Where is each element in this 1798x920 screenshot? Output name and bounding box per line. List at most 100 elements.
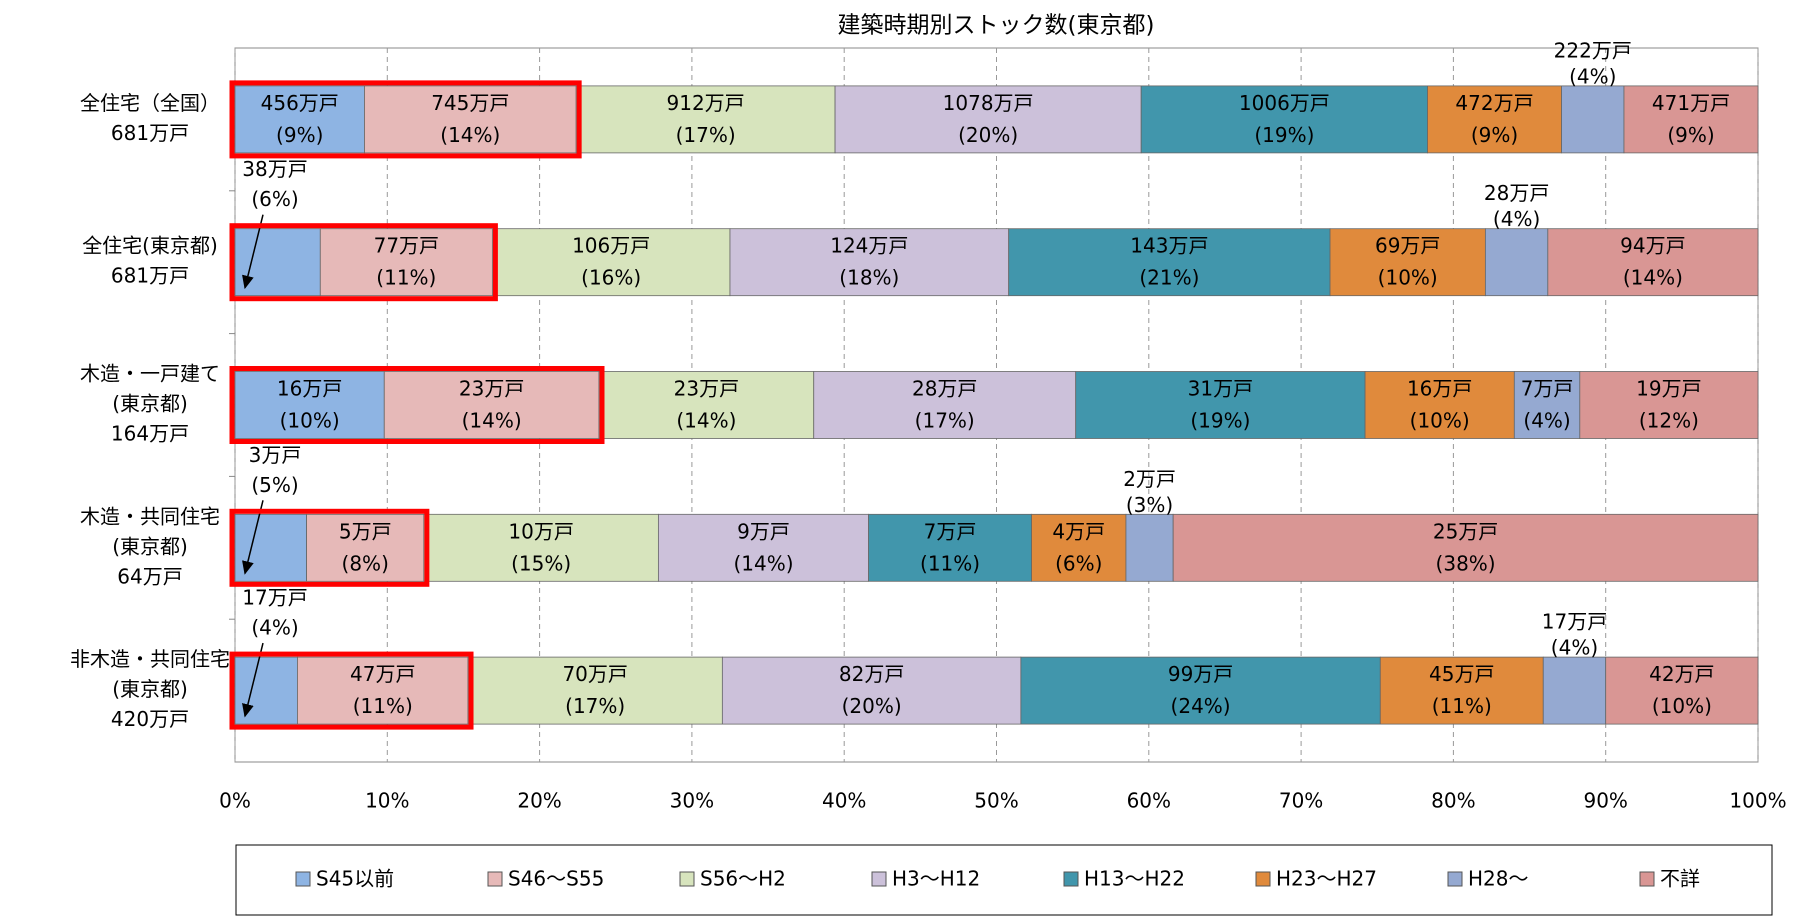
bar-segment — [1542, 656, 1607, 725]
count-label: 31万戸 — [1188, 377, 1253, 401]
count-label: 106万戸 — [572, 234, 650, 258]
bar-segment — [383, 371, 600, 439]
bar-segment — [1140, 85, 1428, 154]
value-label: (3%) — [1126, 493, 1173, 517]
count-label: 99万戸 — [1168, 662, 1233, 686]
bar-segment — [1075, 371, 1366, 439]
bar-segment — [575, 85, 836, 154]
bar-segment — [721, 656, 1022, 725]
legend-label: S46～S55 — [508, 867, 604, 891]
y-tick-label: 164万戸 — [111, 422, 189, 446]
value-label: (17%) — [676, 123, 736, 147]
value-label: (4%) — [1523, 409, 1570, 433]
bar-segment — [319, 228, 493, 297]
x-tick-label: 80% — [1431, 789, 1475, 813]
bar-segment — [834, 85, 1142, 154]
bar-segment — [364, 85, 577, 154]
highlight-box — [229, 223, 498, 302]
legend-label: H13～H22 — [1084, 867, 1185, 891]
value-label: (15%) — [511, 551, 571, 575]
value-label: (9%) — [1667, 123, 1714, 147]
value-label: (21%) — [1139, 266, 1199, 290]
value-label: (19%) — [1190, 409, 1250, 433]
x-tick-label: 20% — [517, 789, 561, 813]
count-label: 23万戸 — [674, 377, 739, 401]
count-label: 471万戸 — [1652, 91, 1730, 115]
count-label: 94万戸 — [1620, 234, 1685, 258]
count-label: 124万戸 — [830, 234, 908, 258]
value-label: (14%) — [733, 551, 793, 575]
highlight-box — [229, 651, 474, 730]
value-label: (11%) — [1432, 694, 1492, 718]
value-label: (4%) — [1493, 207, 1540, 231]
legend-label: S45以前 — [316, 867, 394, 891]
bar-segment — [1008, 228, 1331, 297]
count-label: 25万戸 — [1433, 519, 1498, 543]
bar-segment — [234, 228, 321, 297]
bar-segment — [1427, 85, 1562, 154]
bar-segment — [813, 371, 1077, 439]
value-label: (4%) — [1551, 636, 1598, 660]
value-label: (11%) — [920, 551, 980, 575]
count-label: 17万戸 — [242, 586, 307, 610]
legend-swatch — [1639, 871, 1655, 887]
bar-segment — [1513, 371, 1581, 439]
bar-segment — [1031, 513, 1127, 582]
y-tick-label: (東京都) — [112, 677, 188, 701]
value-label: (5%) — [251, 473, 298, 497]
count-label: 16万戸 — [1407, 377, 1472, 401]
legend-swatch — [1063, 871, 1079, 887]
value-label: (4%) — [1569, 64, 1616, 88]
value-label: (14%) — [1623, 266, 1683, 290]
legend-box — [235, 844, 1773, 916]
value-label: (11%) — [353, 694, 413, 718]
value-label: (20%) — [958, 123, 1018, 147]
value-label: (38%) — [1436, 551, 1496, 575]
bar-segment — [234, 656, 298, 725]
count-label: 4万戸 — [1052, 519, 1105, 543]
legend-swatch — [1255, 871, 1271, 887]
value-label: (9%) — [1471, 123, 1518, 147]
count-label: 912万戸 — [667, 91, 745, 115]
legend-label: S56～H2 — [700, 867, 786, 891]
highlight-box — [229, 366, 605, 444]
count-label: 222万戸 — [1554, 38, 1632, 62]
bar-segment — [1172, 513, 1759, 582]
bar-segment — [1020, 656, 1381, 725]
count-label: 45万戸 — [1429, 662, 1494, 686]
value-label: (6%) — [1055, 551, 1102, 575]
x-tick-label: 10% — [365, 789, 409, 813]
count-label: 2万戸 — [1123, 467, 1176, 491]
value-label: (11%) — [376, 266, 436, 290]
value-label: (10%) — [1410, 409, 1470, 433]
legend-swatch — [871, 871, 887, 887]
value-label: (10%) — [1652, 694, 1712, 718]
legend-swatch — [295, 871, 311, 887]
value-label: (17%) — [565, 694, 625, 718]
x-tick-label: 70% — [1279, 789, 1323, 813]
count-label: 19万戸 — [1636, 377, 1701, 401]
bar-segment — [423, 513, 659, 582]
value-label: (9%) — [276, 123, 323, 147]
count-label: 77万戸 — [374, 234, 439, 258]
x-tick-label: 100% — [1729, 789, 1786, 813]
legend-label: 不詳 — [1660, 867, 1700, 891]
y-tick-label: 全住宅(東京都) — [82, 234, 218, 258]
value-label: (20%) — [842, 694, 902, 718]
bar-segment — [1484, 228, 1549, 297]
count-label: 17万戸 — [1542, 610, 1607, 634]
value-label: (14%) — [440, 123, 500, 147]
count-label: 1078万戸 — [943, 91, 1034, 115]
bar-segment — [1379, 656, 1544, 725]
bar-segment — [297, 656, 469, 725]
legend-swatch — [1447, 871, 1463, 887]
count-label: 5万戸 — [339, 519, 392, 543]
x-tick-label: 50% — [974, 789, 1018, 813]
count-label: 47万戸 — [350, 662, 415, 686]
count-label: 10万戸 — [508, 519, 573, 543]
y-tick-label: 681万戸 — [111, 121, 189, 145]
count-label: 1006万戸 — [1239, 91, 1330, 115]
highlight-box — [229, 80, 582, 159]
bar-segment — [729, 228, 1010, 297]
y-tick-label: (東京都) — [112, 534, 188, 558]
